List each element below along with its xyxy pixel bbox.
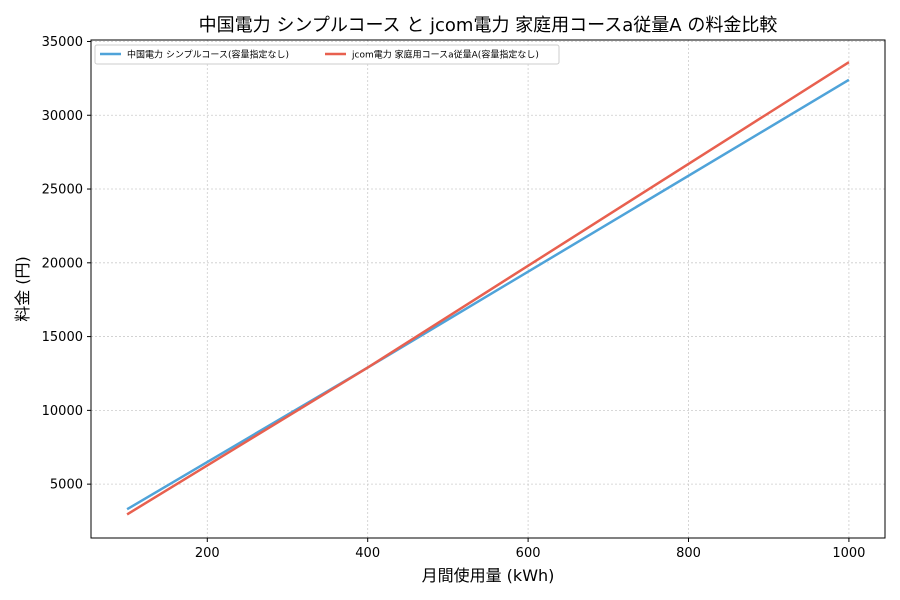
series-line-1	[126, 61, 850, 516]
x-tick-label: 800	[676, 546, 701, 561]
y-axis-ticks: 5000 10000 15000 20000 25000 30000 35000	[42, 35, 91, 493]
y-tick-label: 5000	[50, 478, 83, 493]
legend-label-chugoku: 中国電力 シンプルコース(容量指定なし)	[127, 49, 289, 61]
chart-title: 中国電力 シンプルコース と jcom電力 家庭用コースa従量A の料金比較	[199, 15, 778, 36]
y-tick-label: 10000	[42, 404, 83, 419]
x-tick-label: 1000	[832, 546, 865, 561]
x-tick-label: 600	[516, 546, 541, 561]
x-axis-title: 月間使用量 (kWh)	[422, 566, 555, 585]
x-tick-label: 400	[355, 546, 380, 561]
x-axis-ticks: 200 400 600 800 1000	[195, 538, 865, 561]
legend-label-jcom: jcom電力 家庭用コースa従量A(容量指定なし)	[351, 49, 539, 61]
grid	[91, 40, 885, 538]
plot-frame	[90, 39, 886, 539]
y-tick-label: 20000	[42, 256, 83, 271]
y-tick-label: 15000	[42, 330, 83, 345]
x-tick-label: 200	[195, 546, 220, 561]
y-tick-label: 30000	[42, 109, 83, 124]
y-tick-label: 25000	[42, 183, 83, 198]
legend: 中国電力 シンプルコース(容量指定なし) jcom電力 家庭用コースa従量A(容…	[94, 44, 560, 65]
series-lines	[126, 61, 850, 516]
y-tick-label: 35000	[42, 35, 83, 50]
y-axis-title: 料金 (円)	[13, 256, 32, 322]
